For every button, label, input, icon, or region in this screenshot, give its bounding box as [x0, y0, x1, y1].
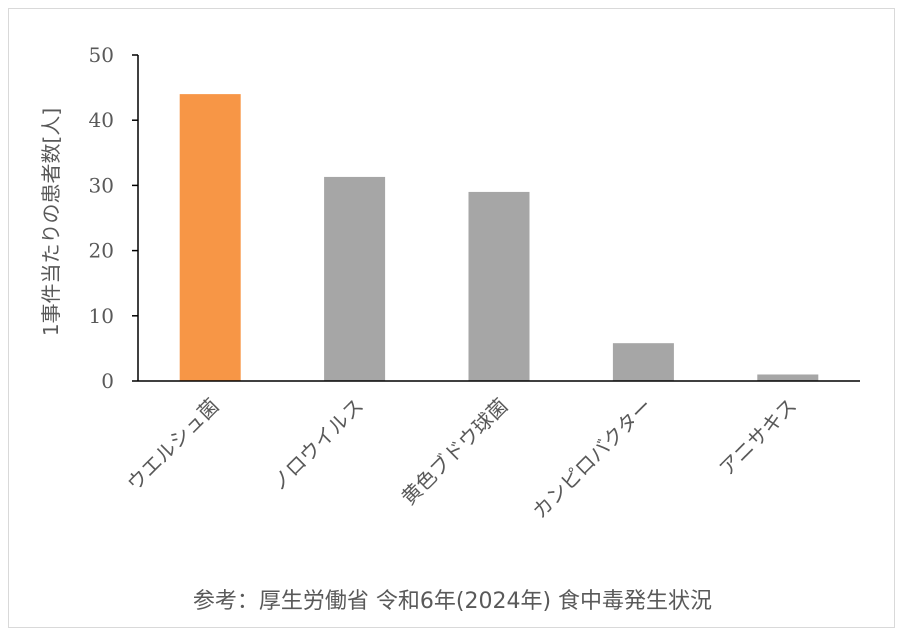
bar-2 — [324, 176, 386, 381]
y-tick-label: 10 — [89, 304, 114, 328]
x-category-label: カンピロバクター — [527, 394, 657, 524]
y-tick-label: 50 — [89, 43, 114, 67]
bars-group — [179, 94, 819, 382]
bar-3 — [468, 191, 530, 381]
y-axis-label: 1事件当たりの患者数[人] — [39, 108, 63, 336]
y-ticks-group: 0 10 20 30 40 50 — [89, 43, 138, 393]
y-tick-label: 20 — [89, 239, 114, 263]
x-category-label: ノロウイルス — [266, 394, 368, 496]
x-category-label: アニサキス — [714, 394, 801, 481]
y-tick-label: 0 — [101, 369, 114, 393]
bar-4 — [612, 343, 674, 381]
x-categories-group: ウエルシュ菌 ノロウイルス 黄色ブドウ球菌 カンピロバクター アニサキス — [122, 394, 801, 524]
chart-frame — [8, 8, 895, 628]
y-tick-label: 40 — [89, 108, 114, 132]
bar-1 — [179, 94, 241, 382]
y-tick-label: 30 — [89, 173, 114, 197]
x-category-label: 黄色ブドウ球菌 — [397, 394, 513, 510]
x-category-label: ウエルシュ菌 — [122, 394, 224, 496]
source-note: 参考：厚生労働省 令和6年(2024年) 食中毒発生状況 — [192, 589, 713, 614]
bar-5 — [757, 374, 819, 381]
